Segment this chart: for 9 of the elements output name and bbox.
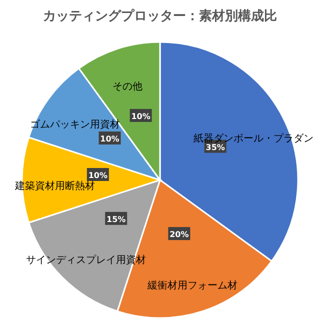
data-label: 35% (206, 142, 225, 152)
data-label: 10% (100, 134, 120, 144)
data-label: 10% (131, 112, 150, 121)
data-label: 10% (88, 171, 108, 180)
slice-label: 緩衝材用フォーム材 (146, 280, 238, 292)
data-label: 20% (170, 230, 189, 240)
chart-title: カッティングプロッター：素材別構成比 (43, 8, 277, 24)
slice-label: その他 (112, 80, 143, 92)
data-label: 15% (106, 214, 126, 224)
